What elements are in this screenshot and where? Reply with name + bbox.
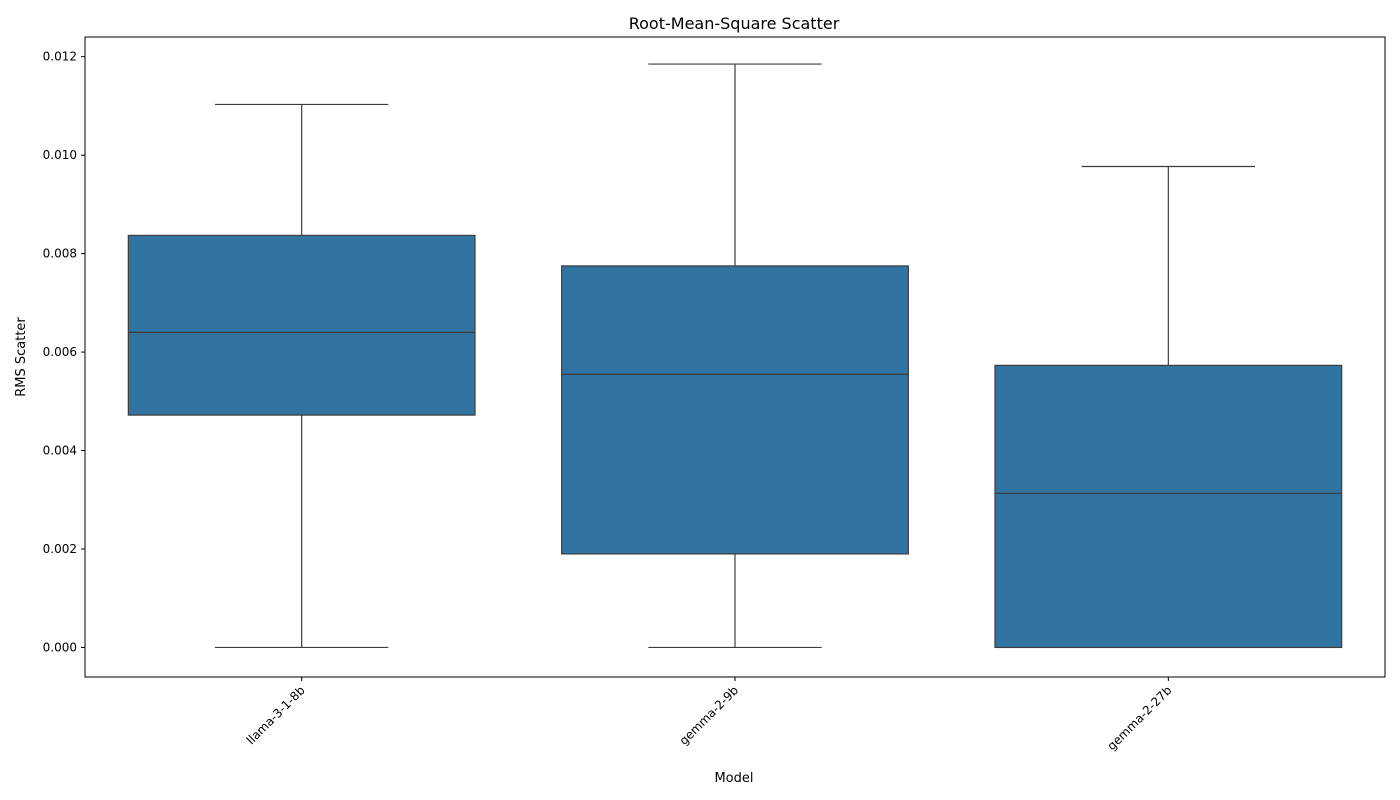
x-axis: llama-3-1-8b gemma-2-9b gemma-2-27b <box>244 677 1175 753</box>
y-tick-label: 0.006 <box>43 345 77 359</box>
y-tick-label: 0.000 <box>43 640 77 654</box>
y-tick-label: 0.004 <box>43 444 77 458</box>
box-llama-3-1-8b <box>127 103 476 649</box>
iqr-box <box>127 234 476 416</box>
box-gemma-2-9b <box>561 63 909 649</box>
box-gemma-2-27b <box>994 165 1343 649</box>
y-tick-label: 0.008 <box>43 247 77 261</box>
boxes-layer <box>127 63 1343 649</box>
y-tick-label: 0.010 <box>43 148 77 162</box>
x-tick-label: gemma-2-9b <box>677 683 742 748</box>
y-axis-title: RMS Scatter <box>14 317 29 397</box>
iqr-box <box>994 364 1343 649</box>
x-tick-label: llama-3-1-8b <box>244 683 308 747</box>
x-axis-title: Model <box>714 771 753 786</box>
chart-title: Root-Mean-Square Scatter <box>629 14 840 33</box>
iqr-box <box>561 265 909 555</box>
y-tick-label: 0.012 <box>43 50 77 64</box>
x-tick-label: gemma-2-27b <box>1105 683 1175 753</box>
y-axis: 0.000 0.002 0.004 0.006 0.008 0.010 0.012 <box>43 50 85 654</box>
y-tick-label: 0.002 <box>43 542 77 556</box>
